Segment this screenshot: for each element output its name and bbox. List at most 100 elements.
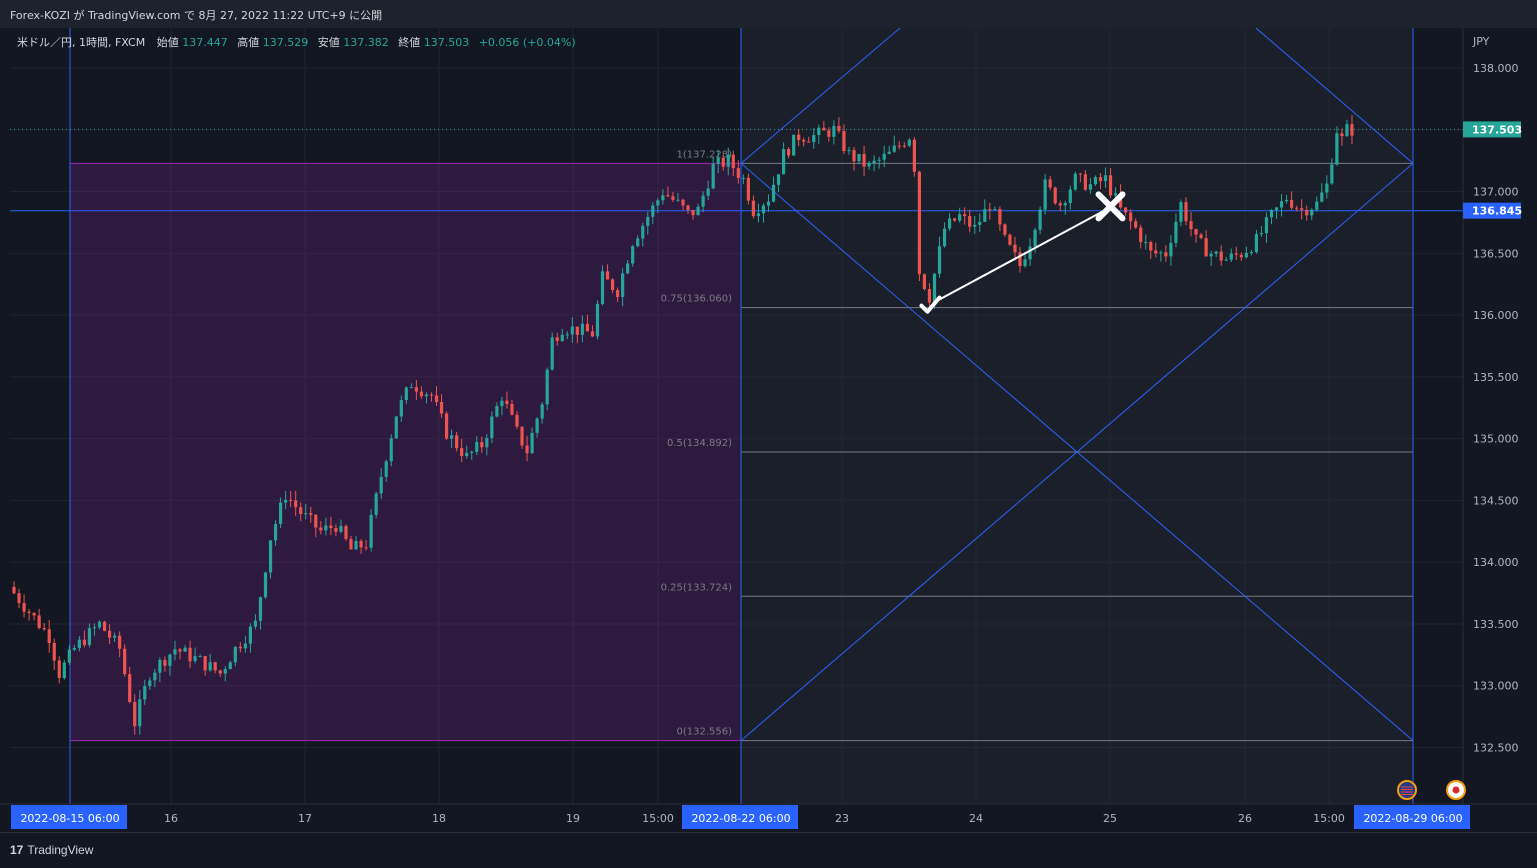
- candle-68: [354, 535, 358, 550]
- candle-body-125: [641, 225, 645, 239]
- candle-67: [349, 535, 353, 550]
- candle-body-218: [1108, 175, 1113, 196]
- candle-body-69: [359, 540, 363, 548]
- trade-annotations[interactable]: [919, 191, 1126, 314]
- candle-body-121: [621, 273, 625, 297]
- candle-body-167: [852, 150, 856, 162]
- candle-body-249: [1264, 217, 1269, 234]
- candle-70: [364, 540, 368, 551]
- candle-body-50: [263, 572, 268, 598]
- candle-body-195: [993, 209, 997, 211]
- candle-167: [852, 146, 856, 171]
- legend-symbol: 米ドル／円, 1時間, FXCM: [17, 36, 145, 49]
- candle-body-239: [1214, 251, 1218, 254]
- candle-body-65: [339, 526, 343, 532]
- candle-266: [1350, 115, 1354, 145]
- candle-190: [968, 209, 972, 233]
- candle-72: [374, 491, 378, 519]
- candle-body-266: [1350, 124, 1354, 136]
- candle-149: [761, 203, 766, 223]
- price-axis[interactable]: JPY 132.500 133.000 133.500 134.000 134.500 13…: [1397, 28, 1537, 832]
- candle-body-18: [102, 621, 107, 631]
- candle-245: [1244, 246, 1248, 259]
- candle-173: [882, 145, 886, 168]
- candle-243: [1234, 246, 1238, 261]
- candle-37: [198, 654, 202, 658]
- ohlc-legend: 米ドル／円, 1時間, FXCM 始値 137.447 高値 137.529 安…: [17, 35, 576, 49]
- candle-body-224: [1139, 227, 1143, 243]
- candle-body-55: [289, 499, 293, 501]
- price-tick-7: 136.000: [1473, 309, 1519, 322]
- candle-143: [731, 150, 735, 176]
- candle-195: [993, 206, 997, 211]
- candle-body-131: [671, 196, 675, 200]
- candle-250: [1269, 208, 1274, 225]
- candle-body-92: [475, 442, 479, 452]
- tradingview-logo[interactable]: 17 TradingView: [10, 843, 93, 857]
- candle-body-22: [123, 648, 127, 675]
- candle-155: [792, 134, 796, 156]
- candle-body-175: [892, 145, 896, 152]
- candle-33: [178, 648, 182, 660]
- candle-body-143: [731, 154, 735, 169]
- time-tick-10: 26: [1238, 812, 1252, 825]
- candle-body-152: [776, 174, 781, 185]
- candle-263: [1335, 126, 1339, 166]
- candle-body-56: [294, 500, 298, 508]
- candle-body-129: [661, 195, 665, 201]
- jp-flag-icon-sun: [1452, 786, 1460, 794]
- candle-84: [434, 386, 439, 406]
- candle-10: [62, 659, 66, 680]
- time-tick-label-0: 2022-08-15 06:00: [20, 812, 119, 825]
- candle-body-264: [1340, 133, 1344, 137]
- candle-83: [429, 392, 434, 402]
- price-chart[interactable]: 1(137.228) 0.75(136.060) 0.5(134.892) 0.25(…: [0, 28, 1537, 832]
- candle-body-4: [32, 612, 36, 616]
- candle-223: [1134, 218, 1138, 230]
- fib-label-3: 0.25(133.724): [661, 582, 733, 593]
- time-tick-label-1: 16: [164, 812, 178, 825]
- candle-92: [475, 436, 479, 456]
- candle-76: [394, 416, 398, 439]
- candle-body-61: [319, 527, 323, 531]
- gann-box[interactable]: [10, 28, 1463, 804]
- candle-body-66: [344, 526, 348, 539]
- candle-body-201: [1023, 259, 1027, 267]
- candle-body-173: [882, 153, 886, 160]
- time-axis[interactable]: 2022-08-15 06:00 16 17 18 19 15:00 2022-08-22 …: [0, 803, 1537, 832]
- candle-44: [233, 645, 237, 667]
- candle-body-62: [324, 525, 328, 531]
- candle-60: [314, 514, 318, 538]
- candle-body-193: [983, 209, 987, 222]
- candle-40: [213, 661, 217, 674]
- candle-28: [153, 668, 157, 688]
- candle-34: [183, 645, 187, 652]
- candle-body-214: [1088, 184, 1093, 190]
- candle-body-58: [304, 513, 308, 515]
- candle-48: [253, 614, 258, 630]
- candle-251: [1274, 206, 1279, 219]
- price-tick-4: 134.500: [1473, 494, 1519, 507]
- candle-89: [460, 439, 464, 463]
- candle-body-259: [1315, 201, 1319, 210]
- time-tick-label-8: 24: [969, 812, 983, 825]
- candle-122: [626, 260, 630, 275]
- candle-42: [223, 666, 227, 682]
- candle-187: [953, 217, 957, 222]
- last-price-text: 137.503: [1472, 123, 1522, 136]
- candle-body-191: [973, 224, 977, 227]
- candle-body-32: [173, 649, 177, 655]
- candle-body-84: [434, 395, 439, 403]
- candle-5: [37, 608, 41, 630]
- candle-body-132: [676, 199, 680, 201]
- candle-69: [359, 539, 363, 554]
- candle-101: [520, 426, 524, 450]
- time-tick-label-11: 15:00: [1313, 812, 1345, 825]
- candle-body-192: [978, 221, 982, 225]
- candle-50: [263, 571, 268, 600]
- candle-body-208: [1058, 203, 1062, 206]
- candle-body-0: [12, 586, 16, 594]
- candle-body-251: [1274, 207, 1279, 211]
- candle-body-23: [128, 674, 132, 702]
- candle-body-12: [72, 647, 76, 650]
